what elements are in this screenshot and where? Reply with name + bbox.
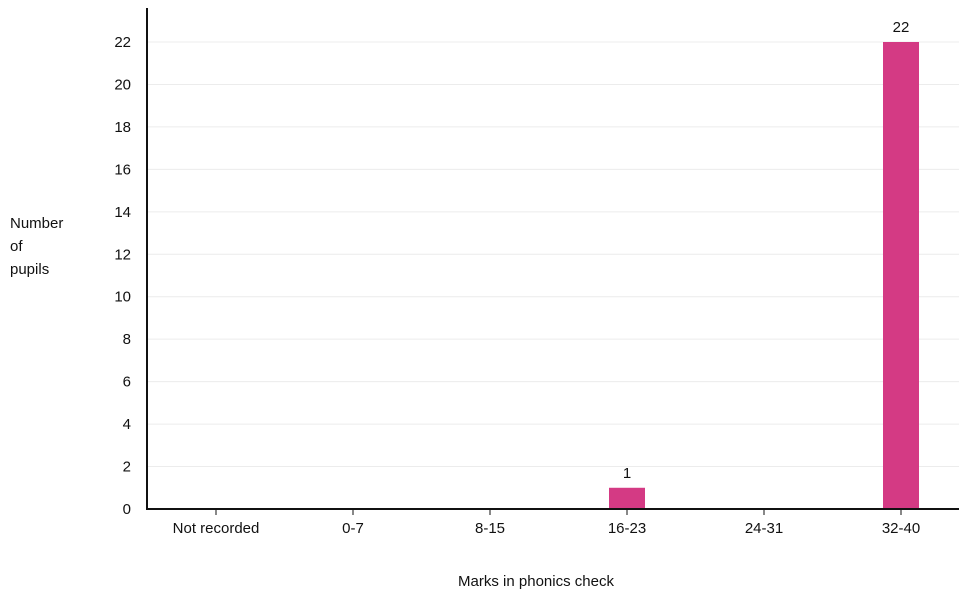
- x-tick-label: Not recorded: [173, 520, 260, 537]
- y-axis-title-line-3: pupils: [10, 261, 50, 278]
- x-tick-label: 8-15: [475, 520, 505, 537]
- x-axis-title: Marks in phonics check: [458, 573, 614, 590]
- y-tick-label: 12: [114, 246, 131, 263]
- y-tick-label: 18: [114, 119, 131, 136]
- y-axis-title-line-2: of: [10, 238, 23, 255]
- y-tick-label: 22: [114, 34, 131, 51]
- x-tick-labels: Not recorded 0-7 8-15 16-23 24-31 32-40: [173, 509, 920, 537]
- y-axis-title-line-1: Number: [10, 215, 64, 232]
- y-tick-label: 10: [114, 289, 131, 306]
- x-tick-label: 0-7: [342, 520, 364, 537]
- y-tick-label: 14: [114, 204, 131, 221]
- x-tick-label: 32-40: [882, 520, 920, 537]
- gridlines: [147, 41, 959, 468]
- y-tick-label: 0: [123, 501, 131, 518]
- bars: [609, 42, 919, 509]
- y-tick-label: 8: [123, 331, 131, 348]
- axes: [146, 8, 959, 510]
- x-tick-label: 16-23: [608, 520, 646, 537]
- bar: [883, 42, 919, 509]
- y-tick-label: 16: [114, 161, 131, 178]
- y-tick-label: 4: [123, 416, 131, 433]
- y-tick-labels: 0 2 4 6 8 10 12 14 16 18 20 22: [114, 34, 131, 518]
- data-label: 22: [893, 19, 910, 36]
- y-tick-label: 2: [123, 459, 131, 476]
- bar: [609, 487, 645, 509]
- y-tick-label: 20: [114, 76, 131, 93]
- data-label: 1: [623, 465, 631, 482]
- x-tick-label: 24-31: [745, 520, 783, 537]
- data-labels: 1 22: [623, 19, 910, 482]
- y-tick-label: 6: [123, 374, 131, 391]
